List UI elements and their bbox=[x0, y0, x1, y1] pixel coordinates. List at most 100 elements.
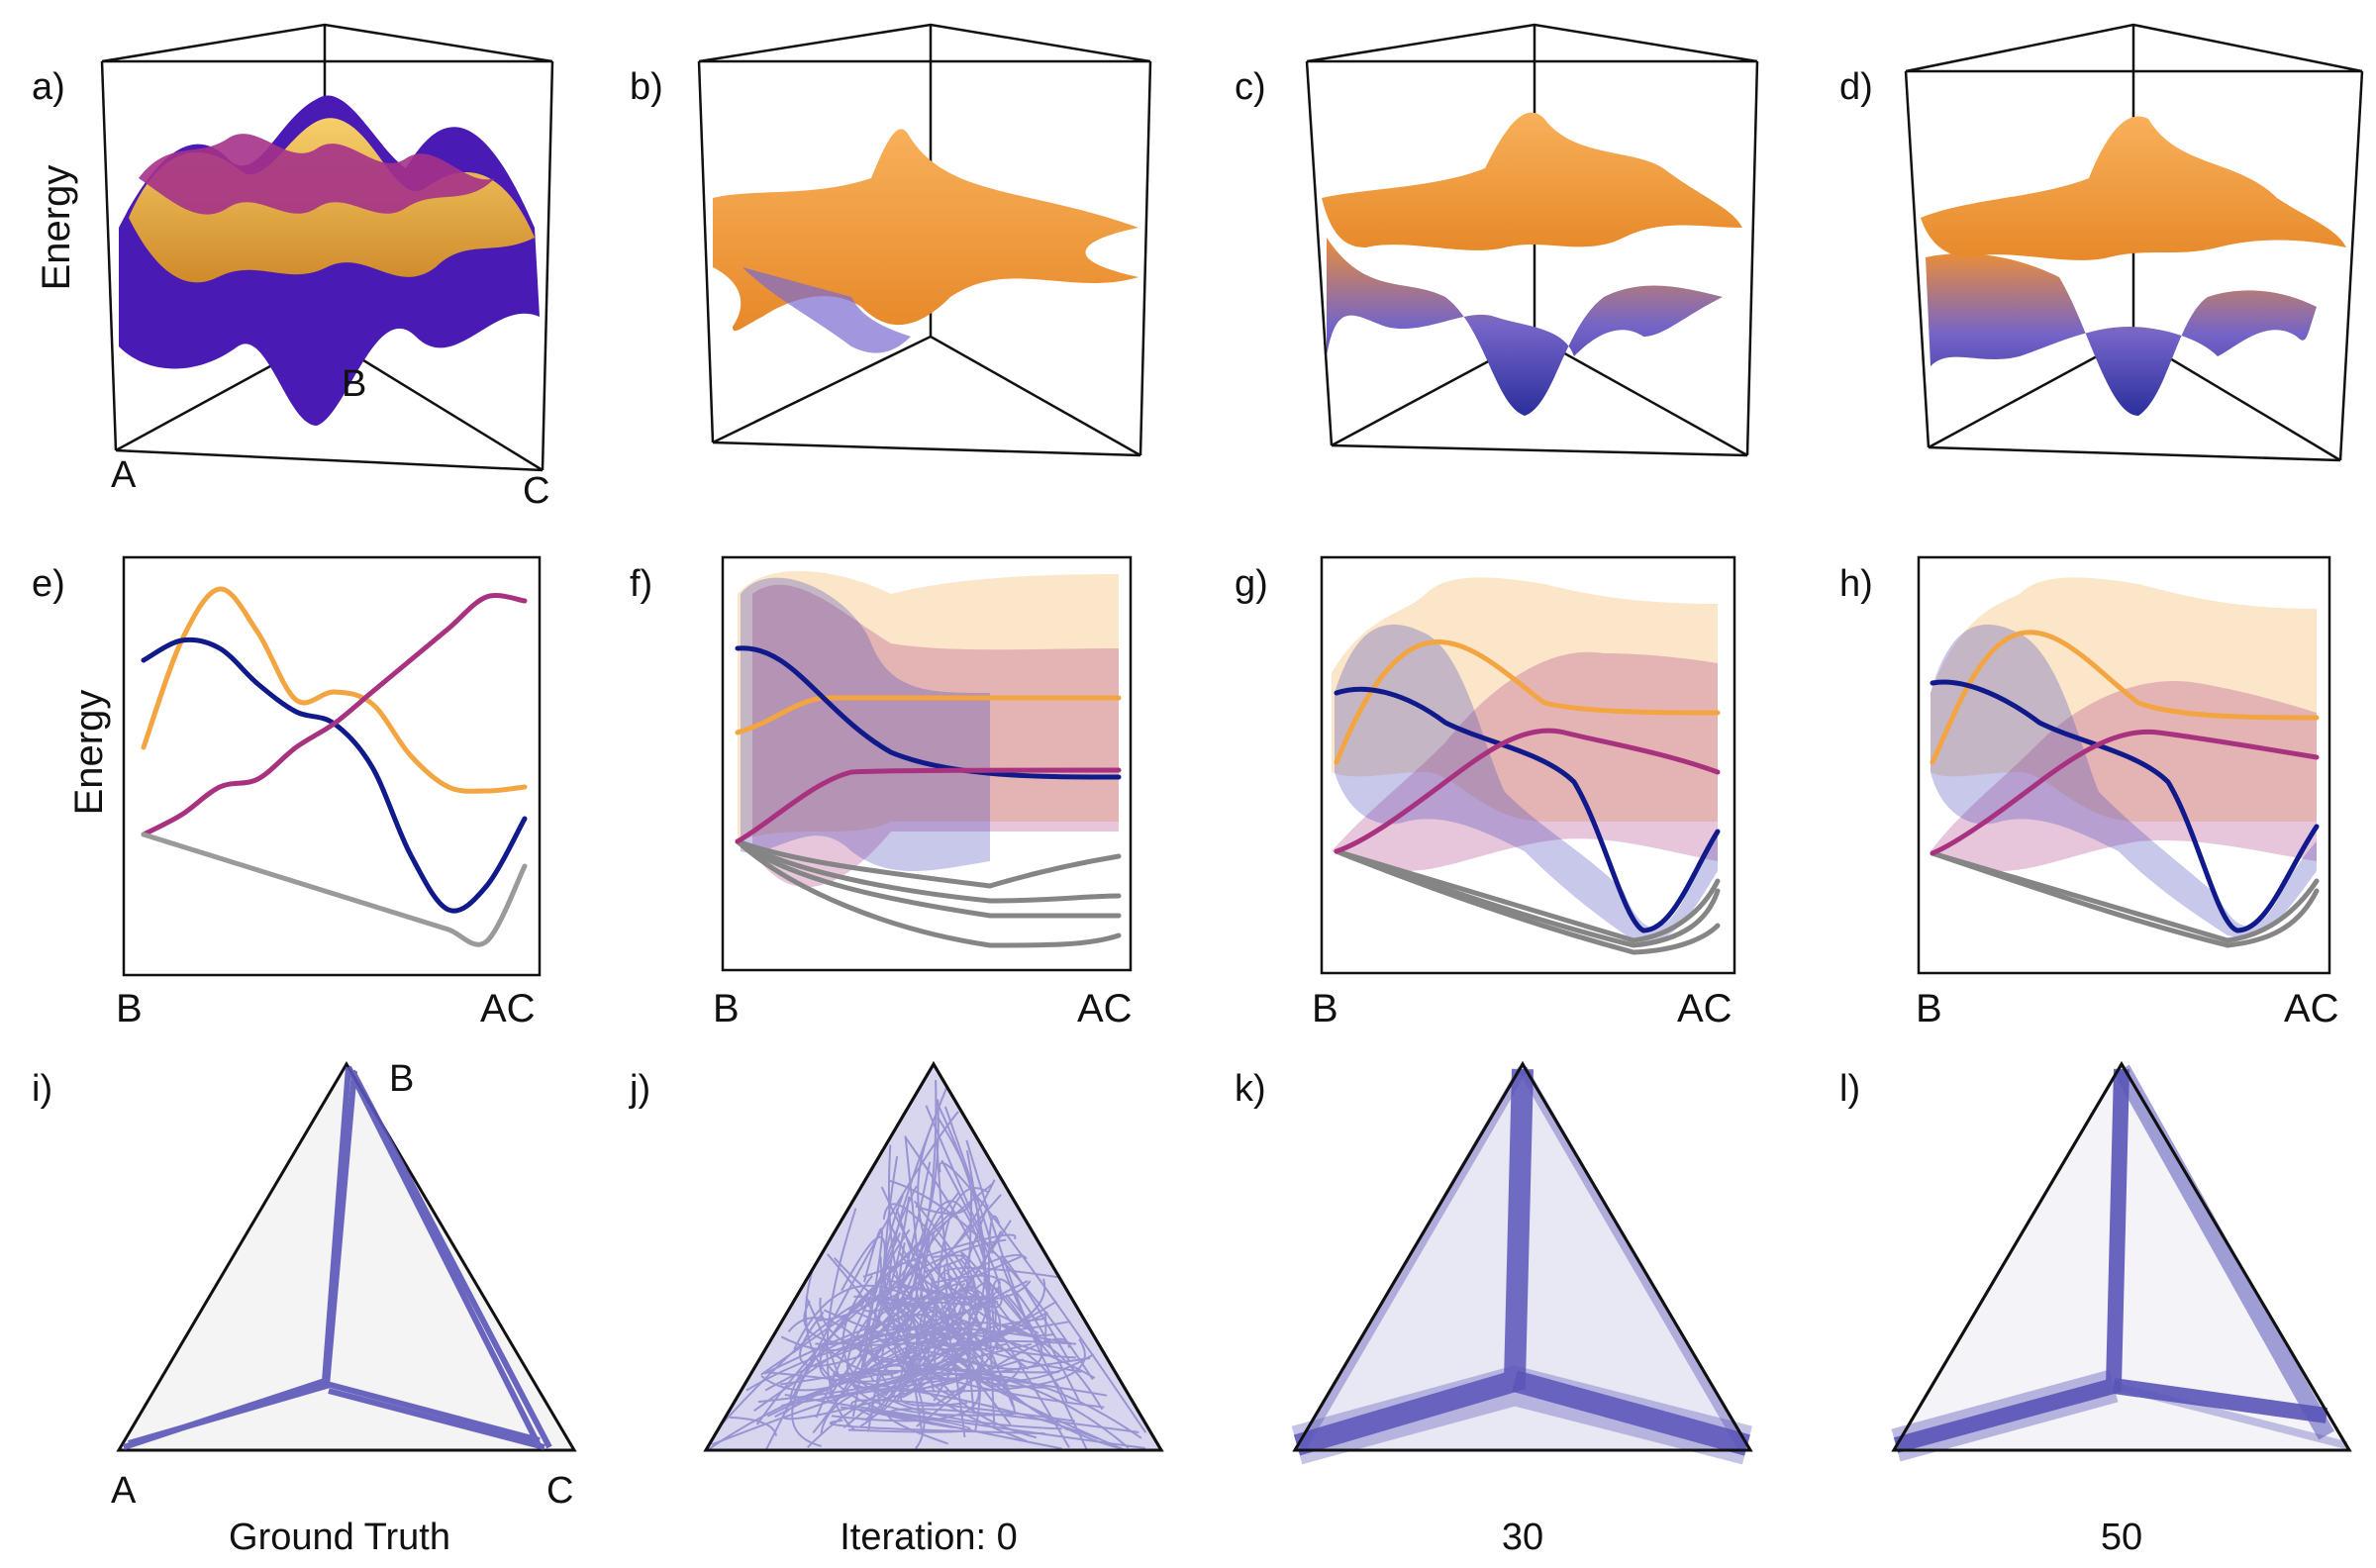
random-path bbox=[765, 1111, 959, 1450]
mean-lines-f bbox=[735, 645, 1122, 844]
panel-label-d: d) bbox=[1839, 66, 1873, 108]
panel-label-b: b) bbox=[630, 66, 663, 108]
random-path bbox=[842, 1275, 1062, 1430]
panel-d: d) bbox=[1839, 23, 2364, 462]
converged-paths-l bbox=[1891, 1064, 2347, 1462]
random-path bbox=[774, 1325, 971, 1419]
x-start-label-f: B bbox=[713, 987, 740, 1030]
energy-surface-a bbox=[119, 95, 540, 426]
random-path bbox=[888, 1086, 948, 1318]
series-line-magenta bbox=[141, 593, 528, 837]
random-path bbox=[863, 1324, 926, 1394]
random-path bbox=[766, 1371, 1099, 1440]
random-path bbox=[859, 1277, 935, 1427]
plot-frame-e bbox=[122, 555, 542, 977]
energy-surface-c bbox=[1322, 112, 1742, 416]
panel-label-l: l) bbox=[1839, 1068, 1860, 1110]
panel-a: a) A B C bbox=[32, 23, 554, 512]
triangle-i bbox=[116, 1061, 577, 1452]
random-path bbox=[862, 1233, 1017, 1278]
uncertainty-bands-f bbox=[738, 570, 1119, 888]
caption-j: Iteration: 0 bbox=[840, 1517, 1018, 1558]
random-paths-j bbox=[709, 1080, 1147, 1451]
uncertainty-bands-g bbox=[1332, 577, 1718, 942]
random-path bbox=[784, 1393, 1146, 1449]
x-end-label-h: AC bbox=[2284, 987, 2339, 1030]
row2-energy-label: Energy bbox=[67, 690, 111, 816]
panel-label-e: e) bbox=[32, 563, 65, 605]
mean-lines-h bbox=[1930, 630, 2320, 933]
random-path bbox=[960, 1251, 1052, 1357]
caption-k: 30 bbox=[1502, 1517, 1543, 1558]
random-path bbox=[819, 1182, 994, 1382]
random-path bbox=[924, 1254, 964, 1273]
random-path bbox=[999, 1255, 1088, 1450]
random-path bbox=[840, 1406, 971, 1433]
random-path bbox=[904, 1135, 936, 1392]
x-end-label-e: AC bbox=[480, 987, 536, 1030]
x-start-label-e: B bbox=[116, 987, 143, 1030]
random-path bbox=[896, 1220, 1012, 1339]
panel-g: g) B AC bbox=[1235, 555, 1736, 1030]
panel-i: i) A B C Ground Truth bbox=[32, 1058, 577, 1558]
panel-j: j) Iteration: 0 bbox=[629, 1061, 1164, 1558]
random-path bbox=[832, 1284, 971, 1391]
random-path bbox=[882, 1194, 1045, 1389]
random-path bbox=[940, 1266, 1059, 1334]
random-path bbox=[753, 1253, 1028, 1412]
panel-label-f: f) bbox=[630, 563, 652, 605]
panel-b: b) bbox=[630, 23, 1152, 457]
panel-label-c: c) bbox=[1235, 66, 1266, 108]
panel-label-j: j) bbox=[629, 1068, 650, 1110]
panel-label-i: i) bbox=[32, 1068, 52, 1110]
series-line-gray bbox=[141, 832, 528, 947]
converged-paths-k bbox=[1291, 1066, 1752, 1465]
panel-label-g: g) bbox=[1235, 563, 1268, 605]
x-end-label-f: AC bbox=[1077, 987, 1133, 1030]
3d-box-b bbox=[697, 23, 1152, 457]
random-path bbox=[789, 1326, 1072, 1399]
caption-i: Ground Truth bbox=[229, 1517, 450, 1558]
panel-h: h) B AC bbox=[1839, 555, 2339, 1030]
panel-label-a: a) bbox=[32, 66, 65, 108]
panel-label-k: k) bbox=[1235, 1068, 1266, 1110]
corner-label-c: C bbox=[523, 470, 549, 512]
corner-label-b: B bbox=[342, 363, 366, 405]
random-path bbox=[991, 1278, 1082, 1406]
random-path bbox=[851, 1227, 884, 1418]
corner-label-a: A bbox=[111, 454, 137, 496]
panel-e: e) B AC bbox=[32, 555, 542, 1030]
series-line-orange bbox=[141, 586, 528, 794]
random-path bbox=[940, 1159, 1003, 1309]
reaction-paths-i bbox=[123, 1065, 552, 1450]
corner-label-c-i: C bbox=[546, 1470, 573, 1512]
panel-l: l) 50 bbox=[1839, 1061, 2352, 1558]
random-path bbox=[793, 1284, 1011, 1395]
random-path bbox=[766, 1364, 907, 1421]
random-path bbox=[894, 1283, 1028, 1442]
panel-k: k) 30 bbox=[1235, 1061, 1753, 1558]
x-start-label-h: B bbox=[1916, 987, 1942, 1030]
energy-surface-d bbox=[1921, 116, 2346, 416]
series-line-navy bbox=[141, 637, 528, 914]
random-path bbox=[905, 1200, 987, 1325]
x-start-label-g: B bbox=[1312, 987, 1338, 1030]
corner-label-a-i: A bbox=[111, 1470, 137, 1512]
row1-energy-label: Energy bbox=[35, 165, 78, 291]
panel-c: c) bbox=[1235, 23, 1759, 457]
random-path bbox=[872, 1322, 1104, 1411]
random-path bbox=[886, 1408, 1139, 1445]
plot-frame-f bbox=[721, 555, 1133, 972]
random-path bbox=[876, 1296, 987, 1309]
corner-label-b-i: B bbox=[389, 1058, 414, 1100]
random-path bbox=[883, 1179, 996, 1301]
3d-box-d bbox=[1904, 23, 2364, 462]
random-path bbox=[914, 1192, 1076, 1359]
random-path bbox=[880, 1186, 988, 1349]
random-path bbox=[807, 1372, 1142, 1448]
sample-paths-h bbox=[1930, 850, 2320, 948]
panel-label-h: h) bbox=[1839, 563, 1873, 605]
random-path bbox=[804, 1270, 954, 1429]
caption-l: 50 bbox=[2101, 1517, 2142, 1558]
